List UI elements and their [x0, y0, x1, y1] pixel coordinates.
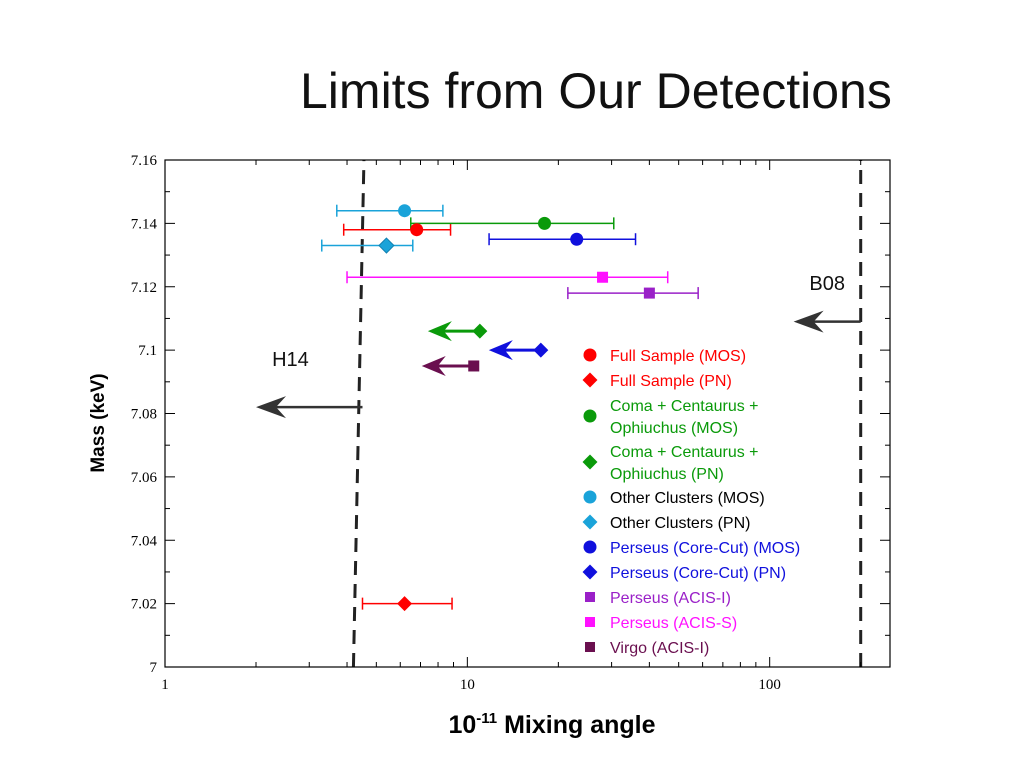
data-markers	[378, 204, 655, 612]
legend-marker-other-clusters-pn	[582, 514, 598, 530]
legend-label-line: Other Clusters (MOS)	[610, 490, 765, 507]
y-tick-label: 7.16	[131, 153, 158, 169]
legend-label-virgo-acis-i: Virgo (ACIS-I)	[610, 640, 709, 657]
legend-label-line: Perseus (ACIS-I)	[610, 590, 731, 607]
x-tick-label: 10	[460, 677, 475, 693]
legend-label-line: Other Clusters (PN)	[610, 515, 750, 532]
legend-label-line: Ophiuchus (PN)	[610, 466, 724, 483]
point-other-clusters-mos	[398, 204, 412, 218]
legend-marker-other-clusters-mos	[583, 490, 597, 504]
axis-ticks: 7 7.02 7.04 7.06 7.08 7.1 7.12 7.14 7.16 1 10 100	[131, 153, 890, 693]
legend-label-perseus-core-cut-mos: Perseus (Core-Cut) (MOS)	[610, 540, 800, 557]
point-other-clusters-pn	[378, 237, 395, 254]
point-coma-centaurus-ophiuchus-mos	[538, 216, 552, 230]
x-tick-label: 1	[161, 677, 169, 693]
point-perseus-core-cut-pn	[533, 342, 549, 358]
y-tick-label: 7.04	[131, 533, 158, 549]
legend-label-perseus-acis-s: Perseus (ACIS-S)	[610, 615, 737, 632]
legend-marker-perseus-acis-i	[585, 592, 595, 602]
legend-label-perseus-core-cut-pn: Perseus (Core-Cut) (PN)	[610, 565, 786, 582]
legend-label-line: Full Sample (MOS)	[610, 348, 746, 365]
legend-label-perseus-acis-i: Perseus (ACIS-I)	[610, 590, 731, 607]
slide-title: Limits from Our Detections	[300, 63, 892, 119]
legend-label-coma-centaurus-ophiuchus-pn: Coma + Centaurus + Ophiuchus (PN)	[610, 444, 759, 483]
point-virgo-acis-i	[468, 360, 480, 372]
legend: Full Sample (MOS) Full Sample (PN) Coma + …	[582, 348, 800, 657]
legend-label-line: Perseus (Core-Cut) (PN)	[610, 565, 786, 582]
point-perseus-acis-s	[597, 271, 609, 283]
legend-label-other-clusters-pn: Other Clusters (PN)	[610, 515, 750, 532]
upper-limit-arrowhead-virgo-acis-i	[421, 355, 446, 376]
legend-label-line: Perseus (Core-Cut) (MOS)	[610, 540, 800, 557]
annotation-h14: H14	[272, 349, 309, 371]
y-tick-label: 7.14	[131, 216, 158, 232]
point-full-sample-pn	[397, 596, 413, 612]
legend-marker-coma-centaurus-ophiuchus-mos	[583, 409, 597, 423]
y-tick-label: 7.1	[138, 343, 157, 359]
arrow-b08-head	[793, 310, 824, 333]
y-tick-label: 7.08	[131, 407, 157, 423]
point-coma-centaurus-ophiuchus-pn	[472, 323, 488, 339]
legend-label-coma-centaurus-ophiuchus-mos: Coma + Centaurus + Ophiuchus (MOS)	[610, 398, 759, 437]
legend-label-line: Full Sample (PN)	[610, 373, 732, 390]
legend-label-line: Perseus (ACIS-S)	[610, 615, 737, 632]
legend-marker-perseus-core-cut-pn	[582, 564, 598, 580]
legend-label-full-sample-mos: Full Sample (MOS)	[610, 348, 746, 365]
y-tick-label: 7	[150, 660, 158, 676]
x-axis-label-exponent: -11	[476, 710, 497, 727]
point-full-sample-mos	[410, 223, 424, 237]
y-tick-label: 7.02	[131, 597, 157, 613]
legend-marker-virgo-acis-i	[585, 642, 595, 652]
x-axis-label: 10-11 Mixing angle	[448, 710, 655, 739]
legend-label-line: Coma + Centaurus +	[610, 398, 759, 415]
legend-label-line: Ophiuchus (MOS)	[610, 420, 738, 437]
limit-lines	[351, 160, 863, 667]
legend-label-other-clusters-mos: Other Clusters (MOS)	[610, 490, 765, 507]
x-axis-label-text: Mixing angle	[497, 711, 655, 739]
y-axis-label: Mass (keV)	[88, 373, 109, 472]
arrow-h14-head	[256, 396, 287, 419]
legend-marker-perseus-acis-s	[585, 617, 595, 627]
legend-marker-coma-centaurus-ophiuchus-pn	[582, 454, 598, 470]
legend-label-line: Coma + Centaurus +	[610, 444, 759, 461]
upper-limit-arrowhead-perseus-core-cut-pn	[488, 340, 513, 361]
limit-line-h14	[351, 160, 366, 667]
legend-marker-full-sample-mos	[583, 348, 597, 362]
y-tick-label: 7.06	[131, 470, 158, 486]
annotation-b08: B08	[809, 273, 845, 295]
point-perseus-core-cut-mos	[570, 232, 584, 246]
y-tick-label: 7.12	[131, 280, 157, 296]
upper-limit-arrowhead-coma-centaurus-ophiuchus-pn	[427, 321, 452, 342]
legend-marker-perseus-core-cut-mos	[583, 540, 597, 554]
legend-marker-full-sample-pn	[582, 372, 598, 388]
x-tick-label: 100	[758, 677, 781, 693]
legend-label-full-sample-pn: Full Sample (PN)	[610, 373, 732, 390]
point-perseus-acis-i	[643, 287, 655, 299]
annotations: H14 B08	[256, 273, 861, 419]
x-axis-label-base: 10	[448, 711, 476, 739]
legend-label-line: Virgo (ACIS-I)	[610, 640, 709, 657]
